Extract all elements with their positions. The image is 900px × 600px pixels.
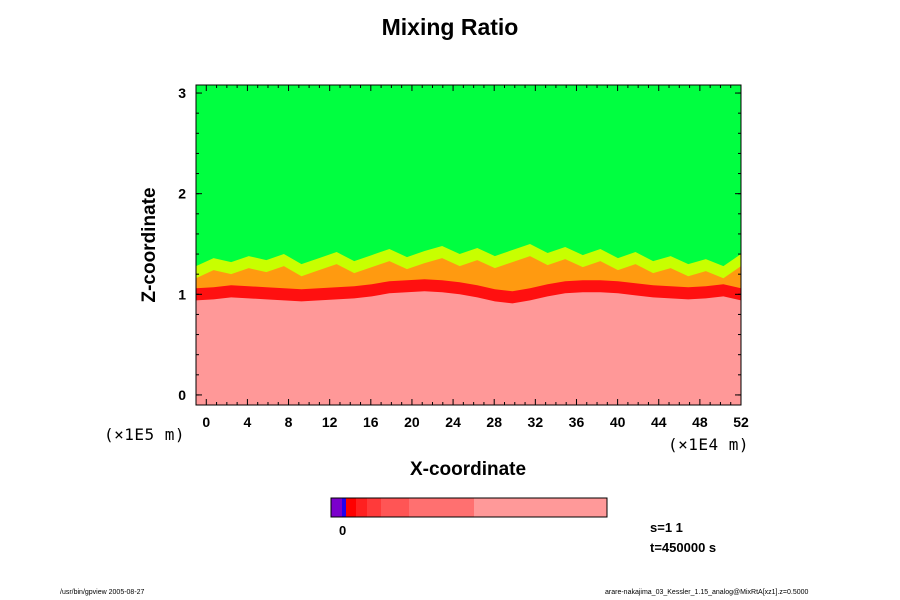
x-tick-label: 8 bbox=[285, 414, 293, 430]
x-tick-label: 52 bbox=[733, 414, 749, 430]
heatmap-field bbox=[196, 85, 741, 405]
colorbar-segment bbox=[409, 498, 474, 517]
y-tick-label: 2 bbox=[178, 186, 186, 202]
footer-right: arare-nakajima_03_Kessler_1.15_analog@Mi… bbox=[605, 589, 809, 596]
colorbar-segment bbox=[346, 498, 356, 517]
x-tick-label: 40 bbox=[610, 414, 626, 430]
x-axis-scale-note: (×1E4 m) bbox=[668, 435, 750, 454]
s-annotation: s=1 1 bbox=[650, 520, 683, 535]
colorbar bbox=[330, 497, 608, 518]
x-tick-label: 4 bbox=[244, 414, 252, 430]
colorbar-zero-label: 0 bbox=[339, 523, 347, 538]
x-tick-label: 48 bbox=[692, 414, 708, 430]
x-tick-label: 44 bbox=[651, 414, 667, 430]
x-tick-label: 36 bbox=[569, 414, 585, 430]
y-tick-label: 0 bbox=[178, 387, 186, 403]
x-tick-label: 28 bbox=[486, 414, 502, 430]
x-tick-label: 16 bbox=[363, 414, 379, 430]
colorbar-segment bbox=[331, 498, 342, 517]
plot-frame bbox=[195, 84, 742, 406]
colorbar-segment bbox=[381, 498, 409, 517]
lower-pink-region bbox=[196, 291, 741, 405]
x-tick-label: 20 bbox=[404, 414, 420, 430]
footer-left: /usr/bin/gpview 2005-08-27 bbox=[60, 589, 145, 596]
colorbar-segment bbox=[367, 498, 381, 517]
x-tick-label: 24 bbox=[445, 414, 461, 430]
t-annotation: t=450000 s bbox=[650, 540, 717, 555]
x-axis-label: X-coordinate bbox=[409, 459, 527, 480]
x-tick-label: 32 bbox=[528, 414, 544, 430]
x-tick-label: 12 bbox=[322, 414, 338, 430]
colorbar-frame bbox=[330, 497, 608, 518]
colorbar-segment bbox=[474, 498, 607, 517]
colorbar-segment bbox=[342, 498, 346, 517]
y-axis-scale-note: (×1E5 m) bbox=[104, 425, 186, 444]
colorbar-segment bbox=[356, 498, 367, 517]
chart-title: Mixing Ratio bbox=[381, 14, 519, 40]
y-tick-label: 1 bbox=[178, 286, 186, 302]
y-tick-label: 3 bbox=[178, 85, 186, 101]
x-tick-label: 0 bbox=[202, 414, 210, 430]
